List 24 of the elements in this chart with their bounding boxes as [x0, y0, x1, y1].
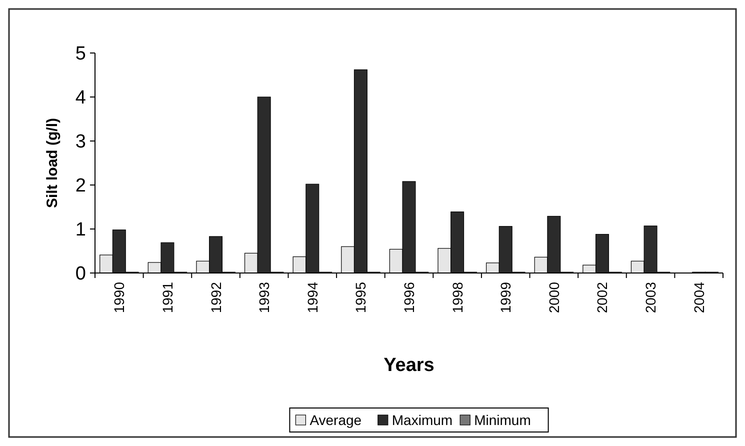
legend-label: Average — [310, 412, 362, 428]
x-tick-label: 2000 — [546, 282, 562, 314]
x-tick-label: 2004 — [690, 282, 707, 314]
legend-label: Maximum — [392, 412, 453, 428]
x-tick-label: 1991 — [159, 282, 176, 314]
x-tick-label: 1990 — [111, 282, 128, 314]
x-axis-title: Years — [384, 355, 434, 376]
x-tick-label: 2003 — [642, 282, 659, 314]
x-tick-label: 1998 — [449, 282, 466, 314]
y-tick-label: 0 — [75, 264, 86, 285]
x-tick-label: 2002 — [594, 282, 610, 314]
x-tick-label: 1992 — [208, 282, 224, 314]
x-tick-label: 1993 — [256, 282, 272, 314]
y-tick-label: 2 — [75, 176, 86, 197]
x-tick-label: 1994 — [304, 282, 320, 314]
x-tick-label: 1995 — [352, 282, 369, 314]
x-tick-label: 1999 — [498, 282, 514, 314]
legend-label: Minimum — [474, 412, 531, 428]
x-tick-label: 1996 — [401, 282, 417, 314]
y-tick-label: 1 — [75, 220, 86, 241]
y-tick-label: 3 — [75, 132, 86, 153]
y-tick-label: 4 — [75, 88, 86, 109]
y-axis-title: Silt load (g/l) — [44, 118, 61, 208]
y-tick-label: 5 — [75, 44, 86, 65]
